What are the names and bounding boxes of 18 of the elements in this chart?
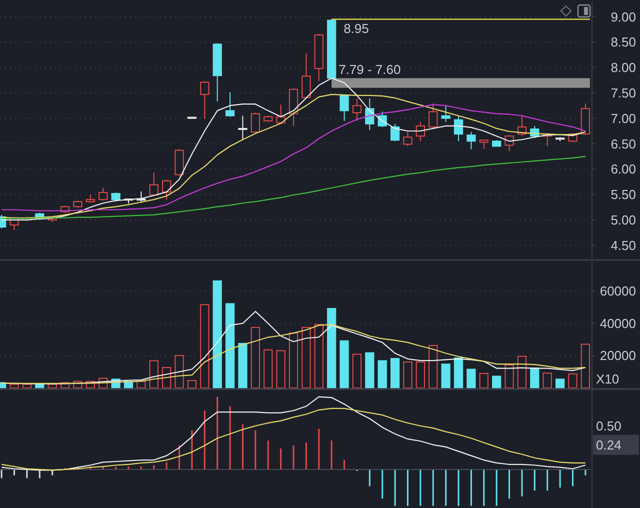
- band-label: 7.79 - 7.60: [338, 62, 401, 78]
- y-tick-label: 6.50: [610, 136, 636, 152]
- y-tick-label: 5.50: [610, 187, 636, 202]
- y-tick-label: 5.00: [610, 212, 636, 228]
- y-tick-label: 4.50: [610, 238, 636, 253]
- y-tick-label: 8.00: [610, 60, 636, 76]
- y-tick-label: 7.00: [610, 110, 636, 126]
- y-tick-label: 8.50: [610, 34, 636, 50]
- y-tick-label: 20000: [600, 348, 636, 364]
- text: X10: [596, 372, 620, 387]
- y-tick-label: 6.00: [610, 162, 636, 177]
- y-tick-label: 7.50: [610, 85, 636, 100]
- text: 0.50: [596, 418, 622, 434]
- y-tick-label: 40000: [600, 316, 636, 331]
- y-tick-label: 9.00: [610, 9, 636, 24]
- y-tick-label: 60000: [600, 284, 636, 299]
- text: 0.24: [596, 437, 622, 452]
- ref-line-label: 8.95: [344, 21, 369, 36]
